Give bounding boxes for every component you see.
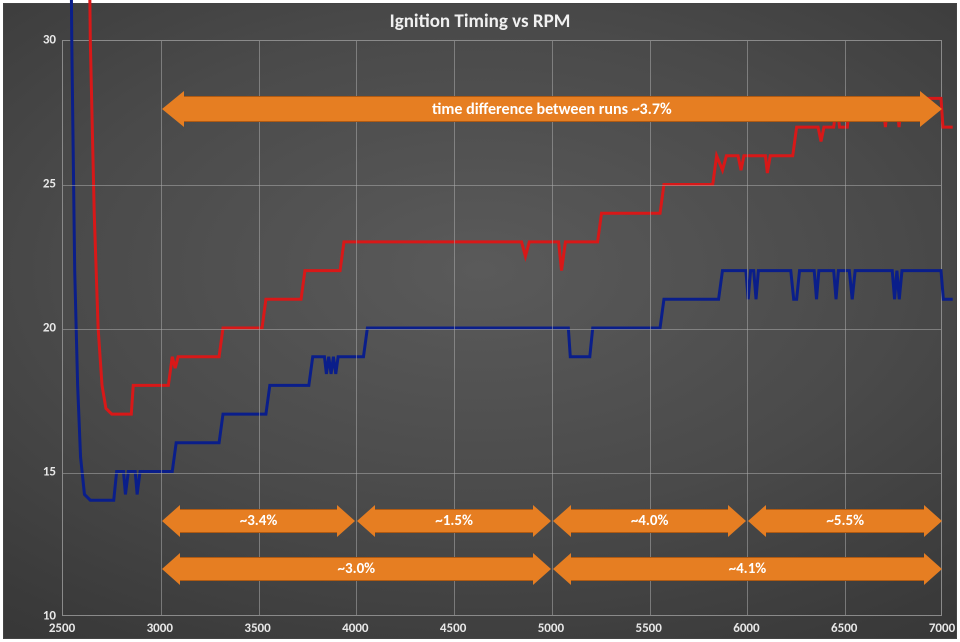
y-tick-label: 30 (32, 33, 56, 48)
chart-title: Ignition Timing vs RPM (4, 10, 956, 33)
x-tick-label: 5000 (538, 621, 564, 636)
x-tick-label: 4000 (342, 621, 368, 636)
y-tick-label: 25 (32, 177, 56, 192)
x-tick-label: 3500 (244, 621, 270, 636)
gridline-h (63, 473, 941, 474)
y-tick-label: 20 (32, 321, 56, 336)
x-tick-label: 6500 (831, 621, 857, 636)
ann-r2-1: ~3.0% (179, 557, 534, 581)
series-run-blue (63, 0, 953, 500)
x-tick-label: 4500 (440, 621, 466, 636)
ann-top: time difference between runs ~3.7% (183, 96, 921, 122)
x-tick-label: 5500 (635, 621, 661, 636)
x-tick-label: 7000 (929, 621, 955, 636)
y-tick-label: 15 (32, 465, 56, 480)
ann-r1-4: ~5.5% (765, 509, 925, 533)
x-tick-label: 6000 (733, 621, 759, 636)
x-tick-label: 3000 (147, 621, 173, 636)
y-tick-label: 10 (32, 609, 56, 624)
gridline-h (63, 329, 941, 330)
chart-frame: Ignition Timing vs RPM time difference b… (3, 3, 957, 639)
ann-r1-3: ~4.0% (570, 509, 730, 533)
ann-r1-2: ~1.5% (374, 509, 534, 533)
plot-area: time difference between runs ~3.7% ~3.4% ~… (62, 40, 942, 616)
ann-r1-1: ~3.4% (179, 509, 339, 533)
gridline-h (63, 185, 941, 186)
ann-r2-2: ~4.1% (570, 557, 925, 581)
series-run-red (63, 0, 953, 414)
